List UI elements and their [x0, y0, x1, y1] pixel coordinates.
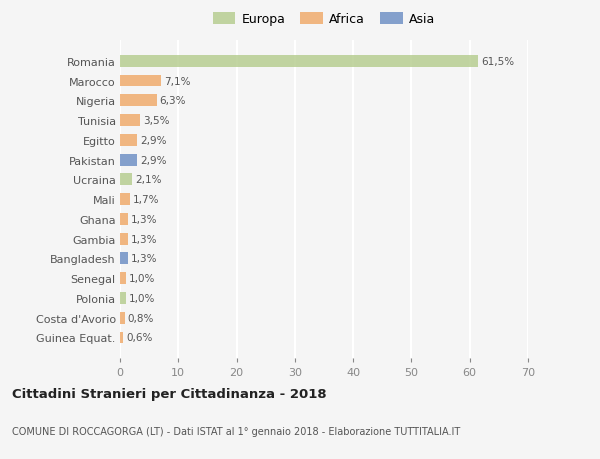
- Text: 1,3%: 1,3%: [130, 234, 157, 244]
- Text: 1,0%: 1,0%: [129, 274, 155, 284]
- Text: 2,9%: 2,9%: [140, 135, 166, 146]
- Text: Cittadini Stranieri per Cittadinanza - 2018: Cittadini Stranieri per Cittadinanza - 2…: [12, 387, 326, 400]
- Bar: [120, 332, 124, 344]
- Bar: [120, 56, 478, 67]
- Text: 1,7%: 1,7%: [133, 195, 160, 205]
- Bar: [120, 194, 130, 206]
- Text: 6,3%: 6,3%: [160, 96, 186, 106]
- Bar: [120, 115, 140, 127]
- Bar: [120, 273, 126, 285]
- Bar: [120, 233, 128, 245]
- Text: 1,3%: 1,3%: [130, 214, 157, 224]
- Text: 2,1%: 2,1%: [135, 175, 161, 185]
- Text: 2,9%: 2,9%: [140, 155, 166, 165]
- Bar: [120, 312, 125, 324]
- Legend: Europa, Africa, Asia: Europa, Africa, Asia: [211, 11, 437, 29]
- Text: 61,5%: 61,5%: [481, 56, 514, 67]
- Bar: [120, 154, 137, 166]
- Bar: [120, 95, 157, 107]
- Text: 7,1%: 7,1%: [164, 76, 191, 86]
- Text: 1,0%: 1,0%: [129, 293, 155, 303]
- Text: COMUNE DI ROCCAGORGA (LT) - Dati ISTAT al 1° gennaio 2018 - Elaborazione TUTTITA: COMUNE DI ROCCAGORGA (LT) - Dati ISTAT a…: [12, 426, 460, 436]
- Text: 0,6%: 0,6%: [127, 333, 153, 343]
- Bar: [120, 134, 137, 146]
- Bar: [120, 213, 128, 225]
- Text: 0,8%: 0,8%: [128, 313, 154, 323]
- Bar: [120, 253, 128, 265]
- Text: 1,3%: 1,3%: [130, 254, 157, 264]
- Text: 3,5%: 3,5%: [143, 116, 170, 126]
- Bar: [120, 174, 132, 186]
- Bar: [120, 292, 126, 304]
- Bar: [120, 75, 161, 87]
